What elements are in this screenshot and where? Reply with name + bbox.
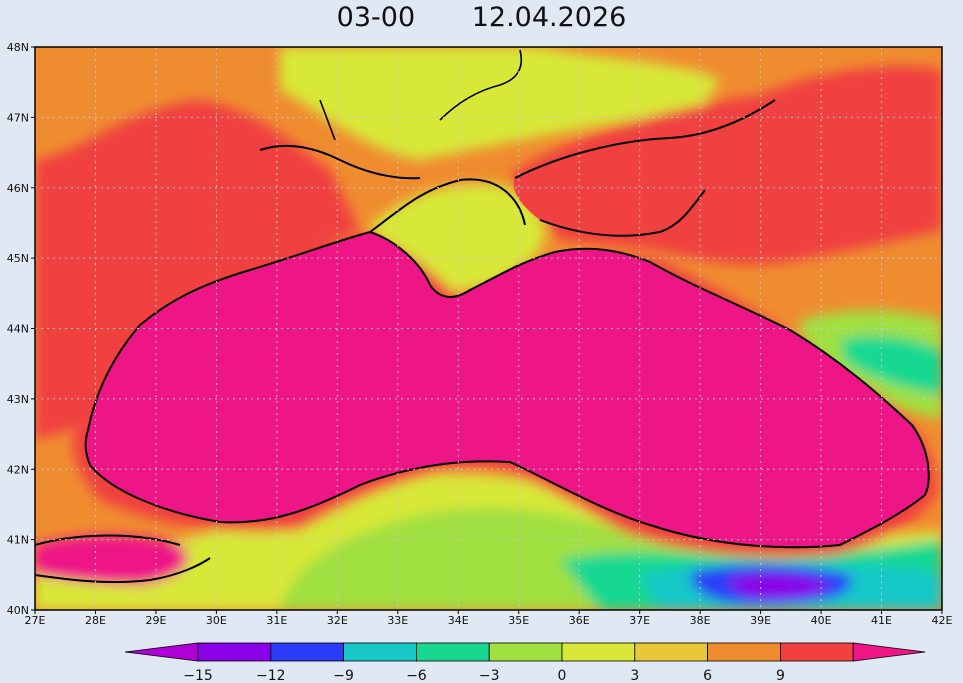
colorbar-low-arrow [124, 642, 199, 662]
temperature-field [35, 47, 942, 610]
colorbar-swatch [415, 642, 490, 662]
x-tick-label: 42E [932, 614, 953, 627]
y-tick-label: 47N [7, 111, 29, 124]
x-tick-label: 28E [85, 614, 106, 627]
colorbar-label: −15 [183, 668, 213, 683]
colorbar-label: 9 [776, 668, 785, 683]
y-tick-label: 48N [7, 41, 29, 54]
x-tick-label: 36E [569, 614, 590, 627]
x-tick-label: 37E [629, 614, 650, 627]
y-tick-label: 40N [7, 604, 29, 617]
x-tick-label: 32E [327, 614, 348, 627]
colorbar-swatch [488, 642, 563, 662]
colorbar-swatch [780, 642, 854, 662]
forecast-date: 12.04.2026 [471, 2, 627, 33]
x-tick-label: 38E [690, 614, 711, 627]
x-tick-label: 30E [206, 614, 227, 627]
teal-zone-caucasus [840, 335, 942, 395]
black-sea [85, 232, 929, 548]
yellow-zone-north [280, 47, 720, 160]
crimea-azov-coastline [369, 99, 776, 237]
colorbar-label: −3 [479, 668, 500, 683]
x-tick-label: 39E [750, 614, 771, 627]
colorbar-swatch [561, 642, 636, 662]
colorbar-label: 3 [630, 668, 639, 683]
x-tick-label: 34E [448, 614, 469, 627]
y-tick-label: 43N [7, 393, 29, 406]
sea-of-azov [513, 100, 775, 236]
colorbar-label: −6 [406, 668, 427, 683]
latitude-ticks: 48N 47N 46N 45N 44N 43N 42N 41N 40N [7, 41, 35, 617]
black-sea-coastline [84, 230, 930, 549]
colorbar: −15 −12 −9 −6 −3 0 3 6 9 [124, 642, 926, 683]
colorbar-label: −12 [256, 668, 286, 683]
y-tick-label: 41N [7, 534, 29, 547]
colorbar-swatch [197, 642, 272, 662]
marmara-sea-field [35, 535, 188, 585]
map-title: 03-00 12.04.2026 [0, 2, 963, 38]
longitude-ticks: 27E 28E 29E 30E 31E 32E 33E 34E 35E 36E 37E 38E 39E 4… [25, 610, 953, 627]
colorbar-label: −9 [333, 668, 354, 683]
colorbar-label: 6 [703, 668, 712, 683]
x-tick-label: 31E [266, 614, 287, 627]
ukraine-marmara-coastline [35, 144, 421, 584]
colorbar-swatch [707, 642, 781, 662]
gridlines [35, 47, 942, 610]
x-tick-label: 40E [811, 614, 832, 627]
x-tick-label: 27E [25, 614, 46, 627]
colorbar-swatch [634, 642, 708, 662]
y-tick-label: 45N [7, 252, 29, 265]
x-tick-label: 29E [145, 614, 166, 627]
x-tick-label: 33E [387, 614, 408, 627]
y-tick-label: 46N [7, 182, 29, 195]
colorbar-high-arrow [852, 642, 926, 662]
y-tick-label: 44N [7, 323, 29, 336]
colorbar-swatch [270, 642, 344, 662]
x-tick-label: 35E [508, 614, 529, 627]
forecast-time: 03-00 [336, 2, 416, 33]
river-lines [319, 49, 522, 141]
colorbar-swatch [343, 642, 417, 662]
x-tick-label: 41E [871, 614, 892, 627]
y-tick-label: 42N [7, 463, 29, 476]
purple-zone-south [729, 574, 830, 599]
colorbar-label: 0 [558, 668, 567, 683]
